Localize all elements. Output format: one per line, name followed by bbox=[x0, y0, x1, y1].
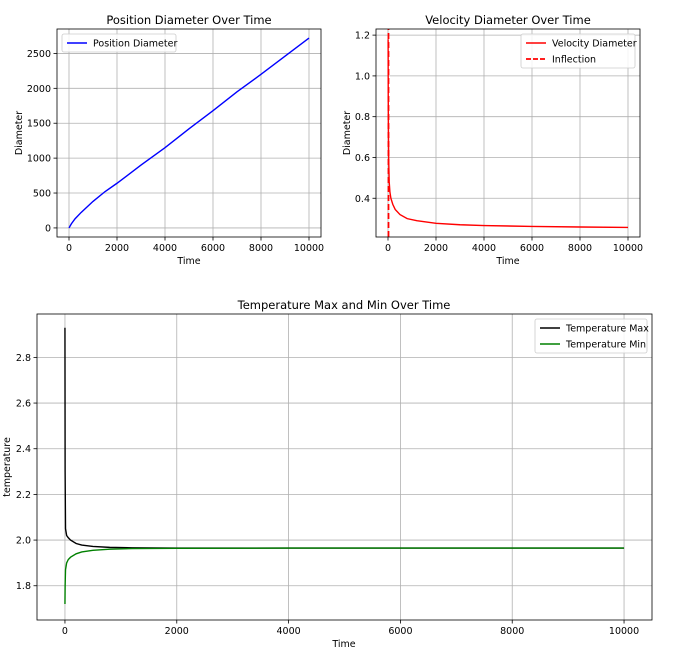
legend-label: Inflection bbox=[552, 55, 596, 66]
plot-area-1 bbox=[57, 29, 321, 237]
chart-title-2: Velocity Diameter Over Time bbox=[425, 13, 591, 27]
x-tick-label: 8000 bbox=[568, 243, 592, 254]
yticks-2: 0.4 0.6 0.8 1.0 1.2 bbox=[355, 31, 376, 205]
x-tick-label: 4000 bbox=[276, 626, 300, 637]
yticks-1: 0 500 1000 1500 2000 2500 bbox=[27, 49, 57, 234]
y-tick-label: 0.8 bbox=[355, 112, 370, 123]
x-tick-label: 6000 bbox=[388, 626, 412, 637]
legend-label: Velocity Diameter bbox=[552, 39, 637, 50]
x-tick-label: 2000 bbox=[105, 243, 129, 254]
y-tick-label: 2.8 bbox=[16, 353, 31, 364]
x-tick-label: 2000 bbox=[165, 626, 189, 637]
y-tick-label: 2000 bbox=[27, 84, 51, 95]
x-tick-label: 4000 bbox=[153, 243, 177, 254]
chart-title-3: Temperature Max and Min Over Time bbox=[237, 298, 451, 312]
legend-label: Temperature Max bbox=[565, 324, 649, 335]
y-tick-label: 1.8 bbox=[16, 581, 31, 592]
y-tick-label: 2.4 bbox=[16, 444, 31, 455]
x-tick-label: 8000 bbox=[249, 243, 273, 254]
subplot-position-diameter: 0 2000 4000 6000 8000 10000 0 500 1000 1500 2000 2… bbox=[14, 13, 324, 267]
y-tick-label: 1.2 bbox=[355, 31, 370, 42]
subplot-temperature: 0 2000 4000 6000 8000 10000 1.8 2.0 2.2 2.4 2.6 2.… bbox=[2, 298, 653, 650]
axes-frame-2 bbox=[375, 28, 641, 238]
y-tick-label: 1500 bbox=[27, 119, 51, 130]
x-tick-label: 10000 bbox=[613, 243, 643, 254]
x-tick-label: 2000 bbox=[424, 243, 448, 254]
y-tick-label: 2.2 bbox=[16, 490, 31, 501]
y-tick-label: 0.6 bbox=[355, 153, 370, 164]
legend-box bbox=[534, 318, 648, 354]
x-axis-label-1: Time bbox=[176, 256, 200, 267]
legend-label: Temperature Min bbox=[565, 340, 646, 351]
axes-frame-3 bbox=[36, 313, 653, 621]
xticks-3: 0 2000 4000 6000 8000 10000 bbox=[62, 620, 639, 637]
grid-1 bbox=[57, 29, 321, 237]
y-axis-label-1: Diameter bbox=[14, 111, 25, 155]
x-tick-label: 10000 bbox=[294, 243, 324, 254]
x-tick-label: 0 bbox=[66, 243, 72, 254]
y-axis-label-2: Diameter bbox=[342, 111, 353, 155]
chart-title-1: Position Diameter Over Time bbox=[106, 13, 271, 27]
x-tick-label: 0 bbox=[62, 626, 68, 637]
y-tick-label: 0.4 bbox=[355, 194, 370, 205]
series-3 bbox=[64, 327, 625, 605]
x-tick-label: 10000 bbox=[609, 626, 639, 637]
series-1 bbox=[68, 37, 310, 229]
y-tick-label: 2.6 bbox=[16, 399, 31, 410]
axes-frame-1 bbox=[56, 28, 322, 238]
x-tick-label: 6000 bbox=[520, 243, 544, 254]
xticks-1: 0 2000 4000 6000 8000 10000 bbox=[66, 237, 324, 254]
x-axis-label-3: Time bbox=[331, 639, 355, 650]
series-2 bbox=[387, 29, 629, 237]
y-axis-label-3: temperature bbox=[2, 437, 13, 497]
y-tick-label: 1.0 bbox=[355, 71, 370, 82]
x-tick-label: 6000 bbox=[201, 243, 225, 254]
y-tick-label: 500 bbox=[33, 189, 51, 200]
series-line-1 bbox=[68, 37, 310, 229]
legend-box bbox=[520, 33, 636, 69]
y-tick-label: 0 bbox=[45, 223, 51, 234]
legend-3: Temperature Max Temperature Min bbox=[534, 318, 649, 354]
legend-box bbox=[61, 33, 177, 53]
yticks-3: 1.8 2.0 2.2 2.4 2.6 2.8 bbox=[16, 353, 37, 592]
series-line-2 bbox=[64, 547, 625, 605]
xticks-2: 0 2000 4000 6000 8000 10000 bbox=[385, 237, 643, 254]
legend-label: Position Diameter bbox=[93, 39, 177, 50]
y-tick-label: 2.0 bbox=[16, 536, 31, 547]
x-tick-label: 0 bbox=[385, 243, 391, 254]
legend-1: Position Diameter bbox=[61, 33, 177, 53]
y-tick-label: 2500 bbox=[27, 49, 51, 60]
x-tick-label: 8000 bbox=[500, 626, 524, 637]
subplot-velocity-diameter: 0 2000 4000 6000 8000 10000 0.4 0.6 0.8 1.0 1.2 V… bbox=[342, 13, 643, 267]
series-line-1 bbox=[387, 39, 629, 229]
y-tick-label: 1000 bbox=[27, 154, 51, 165]
plot-area-3 bbox=[37, 314, 652, 620]
x-tick-label: 4000 bbox=[472, 243, 496, 254]
legend-2: Velocity Diameter Inflection bbox=[520, 33, 637, 69]
x-axis-label-2: Time bbox=[495, 256, 519, 267]
